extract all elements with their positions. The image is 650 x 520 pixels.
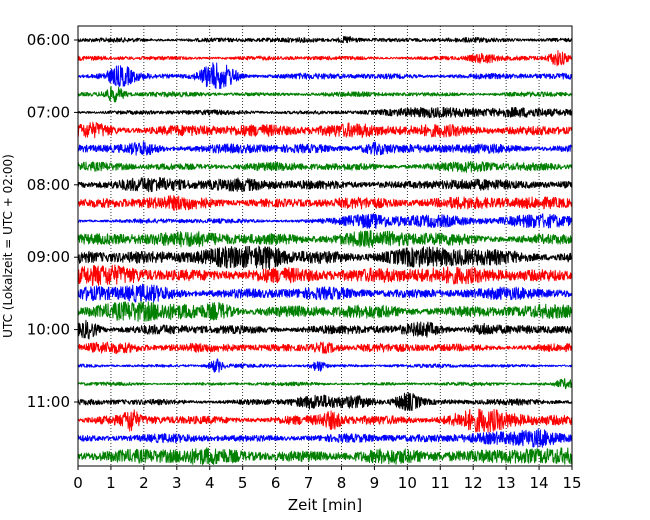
y-tick-label: 07:00 [27, 103, 70, 121]
trace-row-22 [77, 428, 573, 448]
y-tick-label: 06:00 [27, 31, 70, 49]
x-tick-label: 0 [73, 474, 83, 492]
trace-row-2 [77, 62, 573, 89]
trace-row-11 [77, 230, 573, 248]
y-axis-label: UTC (Lokalzeit = UTC + 02:00) [1, 154, 15, 338]
trace-row-10 [77, 213, 573, 229]
trace-row-19 [77, 378, 573, 390]
x-tick-label: 8 [337, 474, 347, 492]
x-tick-label: 9 [370, 474, 380, 492]
x-tick-label: 15 [562, 474, 581, 492]
plot-frame [77, 25, 573, 467]
trace-row-7 [77, 161, 573, 173]
trace-row-15 [77, 300, 573, 322]
trace-row-6 [77, 141, 573, 156]
trace-row-5 [77, 121, 573, 139]
x-tick-label: 12 [464, 474, 483, 492]
x-tick-label: 5 [238, 474, 248, 492]
x-tick-label: 10 [398, 474, 417, 492]
y-tick-label: 08:00 [27, 176, 70, 194]
y-tick-label: 09:00 [27, 248, 70, 266]
x-tick-label: 7 [304, 474, 314, 492]
trace-row-14 [77, 283, 573, 303]
x-tick-label: 14 [530, 474, 549, 492]
grid-lines [110, 26, 540, 466]
trace-row-8 [77, 177, 573, 193]
trace-row-16 [77, 319, 573, 340]
x-tick-label: 2 [139, 474, 149, 492]
trace-row-12 [77, 245, 573, 270]
trace-row-4 [77, 106, 573, 119]
trace-row-0 [77, 35, 573, 44]
x-axis: 0 1 2 3 4 5 6 7 8 9 10 11 12 13 14 15 [73, 466, 582, 492]
trace-row-9 [77, 195, 573, 212]
trace-row-3 [77, 86, 573, 103]
x-tick-label: 6 [271, 474, 281, 492]
x-tick-label: 3 [172, 474, 182, 492]
x-tick-label: 11 [431, 474, 450, 492]
y-tick-label: 11:00 [27, 393, 70, 411]
trace-row-23 [77, 447, 573, 466]
trace-row-1 [77, 50, 573, 67]
traces [77, 35, 573, 466]
trace-row-17 [77, 341, 573, 355]
trace-row-13 [77, 264, 573, 286]
y-axis: 06:00 07:00 08:00 09:00 10:00 11:00 [27, 31, 78, 411]
y-tick-label: 10:00 [27, 321, 70, 339]
x-tick-label: 1 [106, 474, 116, 492]
x-tick-label: 4 [205, 474, 215, 492]
trace-row-18 [77, 358, 573, 373]
x-axis-label: Zeit [min] [288, 496, 362, 514]
trace-row-20 [77, 391, 573, 412]
x-tick-label: 13 [497, 474, 516, 492]
trace-row-21 [77, 408, 573, 433]
